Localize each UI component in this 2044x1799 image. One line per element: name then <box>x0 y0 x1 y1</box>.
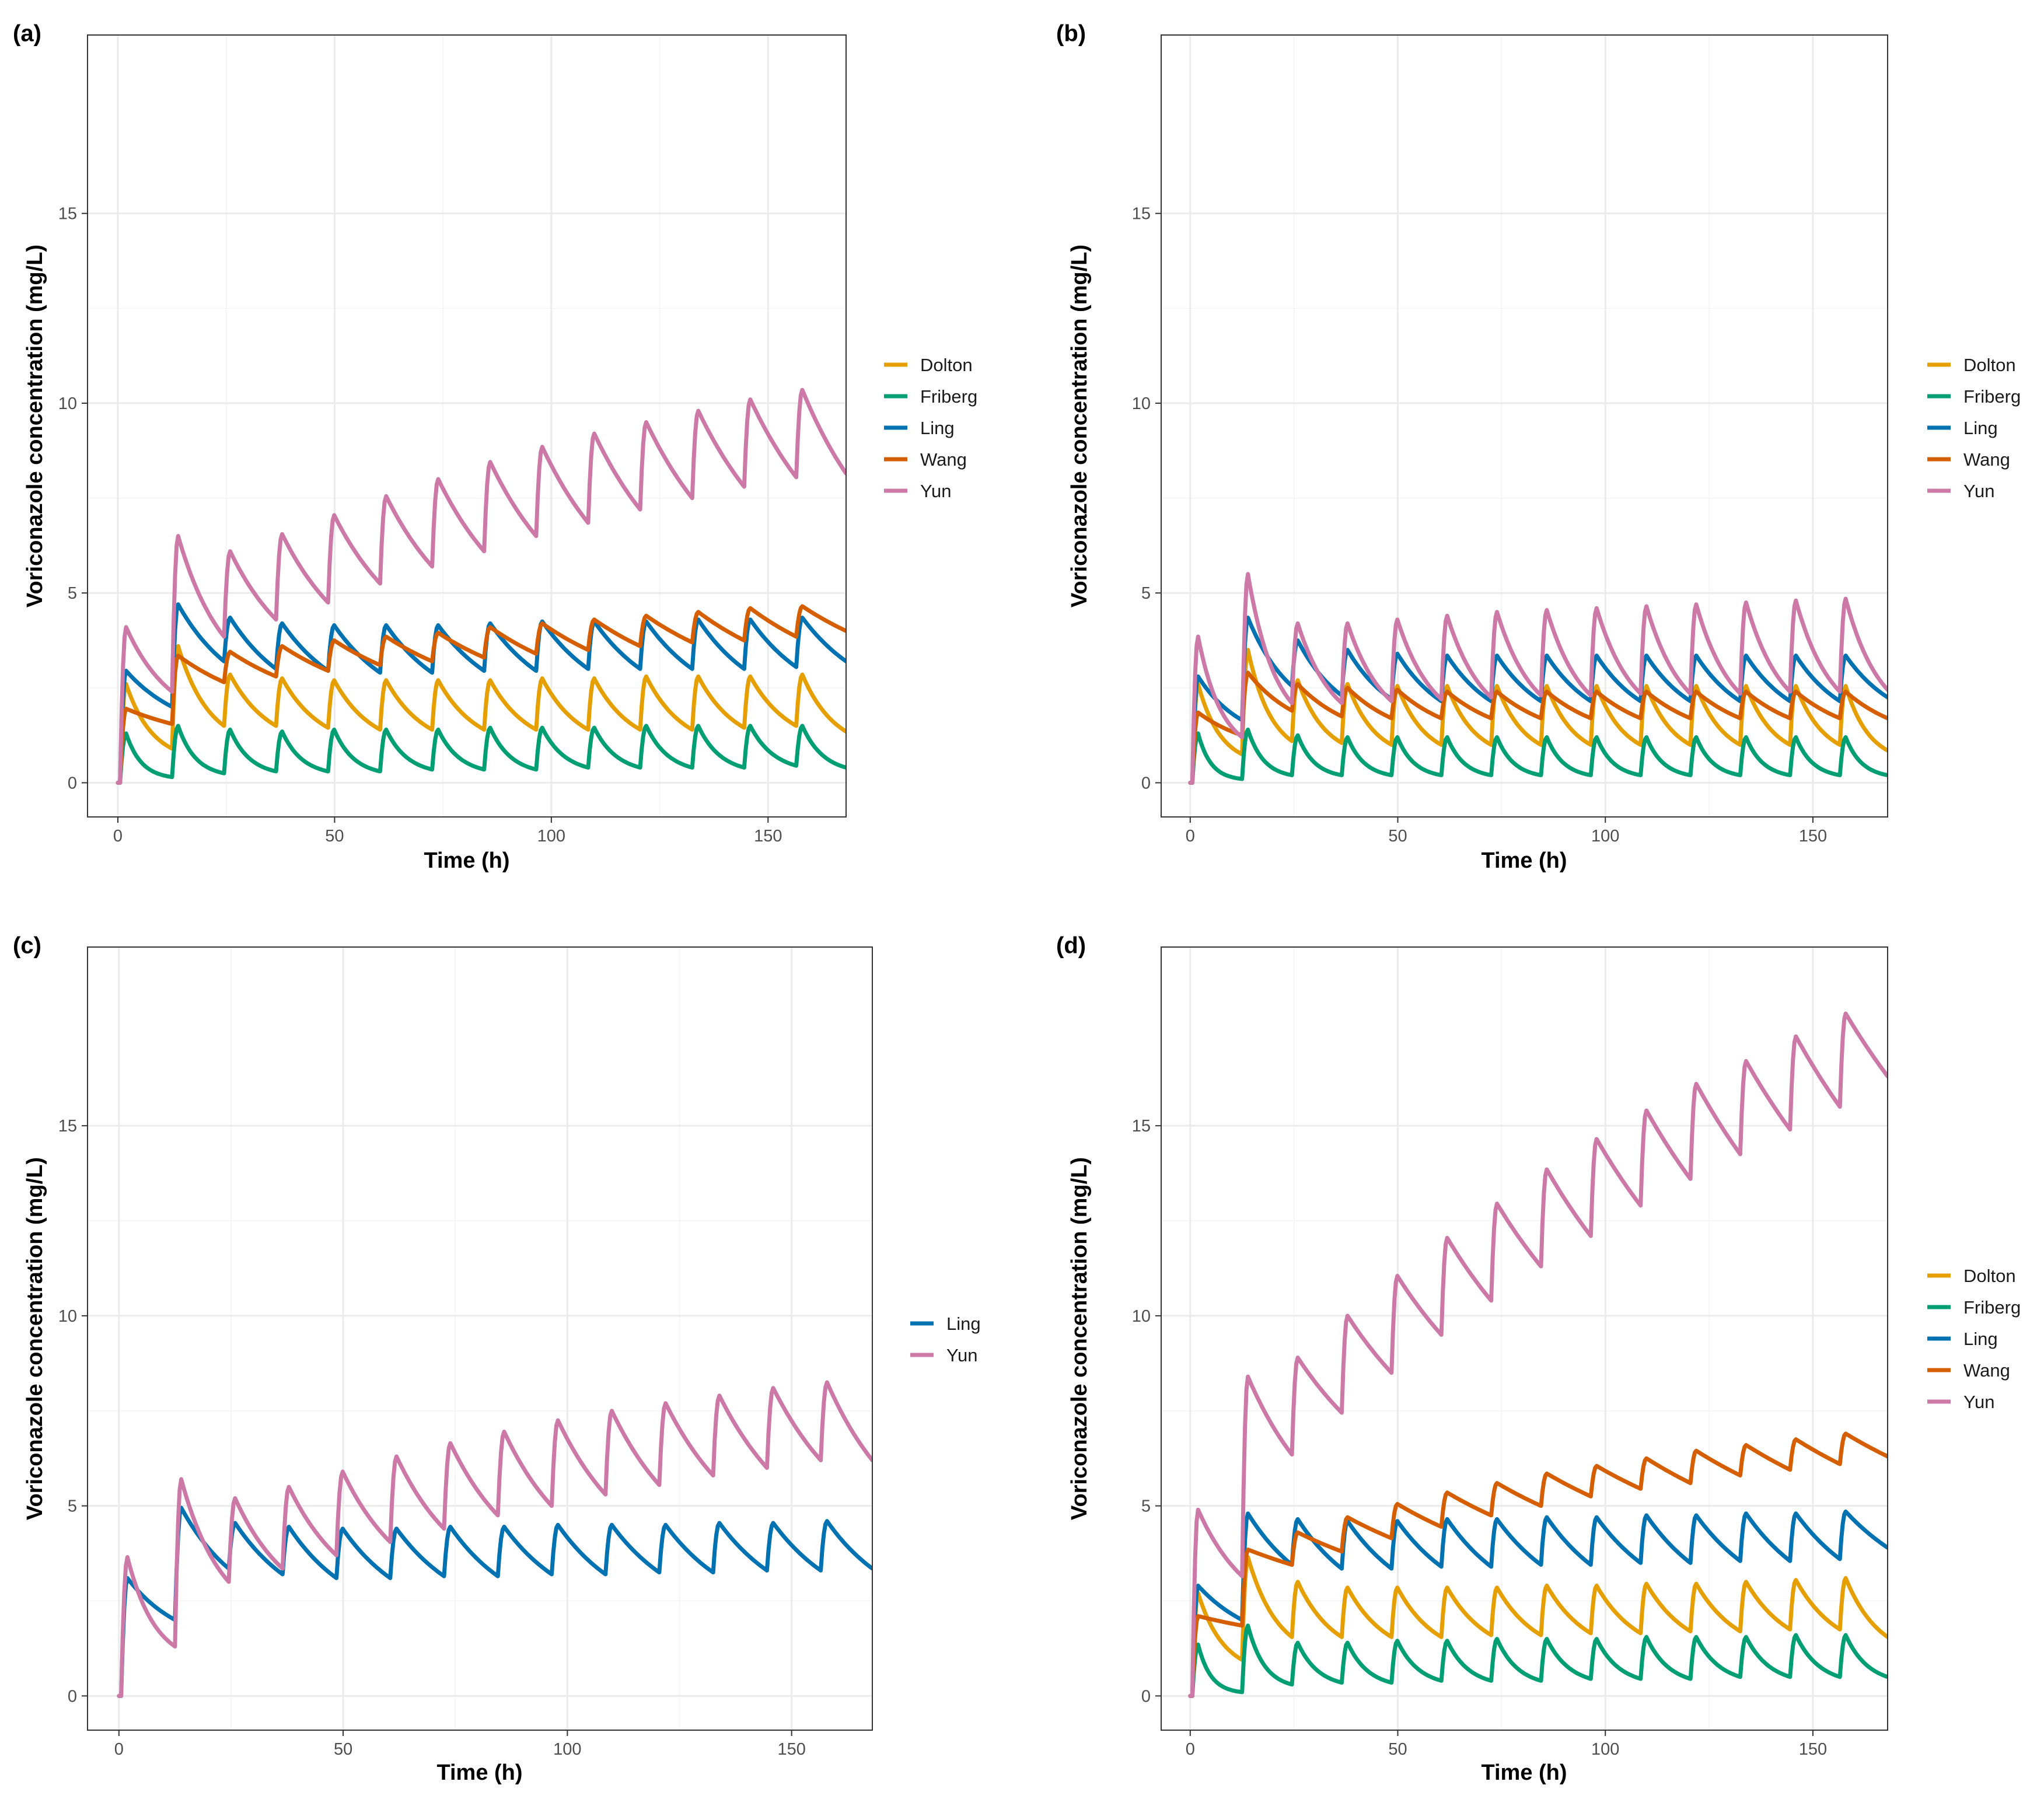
series-line-friberg <box>116 724 846 785</box>
legend-label-dolton: Dolton <box>920 355 973 375</box>
panel-tag: (b) <box>1056 21 1086 47</box>
series-group <box>1188 572 1888 785</box>
y-tick-label: 5 <box>68 584 77 603</box>
legend: Dolton Friberg Ling Wang Yun <box>884 355 977 501</box>
series-line-ling <box>1188 616 1888 785</box>
y-tick-label: 0 <box>1141 1687 1151 1706</box>
series-line-ling <box>1188 1509 1888 1698</box>
legend: Dolton Friberg Ling Wang Yun <box>1927 1266 2021 1412</box>
y-tick-label: 5 <box>68 1497 77 1516</box>
series-line-friberg <box>1188 727 1888 785</box>
y-axis-title: Voriconazole concentration (mg/L) <box>23 1157 47 1520</box>
panel-d: 0 50 100 150 0 5 10 15 (d) Time (h) Voriconazole c… <box>1056 933 2021 1785</box>
legend-label-ling: Ling <box>1963 418 1998 438</box>
series-line-yun <box>117 1380 872 1698</box>
legend: Dolton Friberg Ling Wang Yun <box>1927 355 2021 501</box>
plot-border <box>87 34 847 818</box>
legend-label-yun: Yun <box>946 1345 977 1365</box>
y-tick-label: 0 <box>1141 774 1151 792</box>
panel-c: 0 50 100 150 0 5 10 15 (c) Time (h) Voriconazole c… <box>13 933 981 1785</box>
plot-background <box>1161 35 1888 817</box>
legend-label-dolton: Dolton <box>1963 355 2016 375</box>
y-tick-label: 10 <box>1132 394 1151 413</box>
x-tick-label: 0 <box>1186 1740 1195 1759</box>
y-axis-title: Voriconazole concentration (mg/L) <box>1067 244 1092 607</box>
y-tick-label: 0 <box>68 1687 77 1706</box>
y-tick-label: 10 <box>1132 1307 1151 1326</box>
y-tick-label: 15 <box>1132 1117 1151 1136</box>
legend-label-ling: Ling <box>1963 1329 1998 1349</box>
series-line-yun <box>1188 572 1888 785</box>
series-line-friberg <box>1188 1623 1888 1698</box>
y-tick-label: 10 <box>58 394 77 413</box>
x-tick-label: 50 <box>325 827 344 846</box>
x-tick-label: 50 <box>1388 1740 1407 1759</box>
x-tick-label: 0 <box>1186 827 1195 846</box>
y-axis-title: Voriconazole concentration (mg/L) <box>1067 1157 1092 1520</box>
y-axis-title: Voriconazole concentration (mg/L) <box>23 244 47 607</box>
series-line-wang <box>116 604 846 785</box>
series-group <box>117 1380 872 1698</box>
x-axis-title: Time (h) <box>436 1760 522 1785</box>
x-tick-label: 100 <box>537 827 565 846</box>
series-line-wang <box>1188 670 1888 785</box>
plot-border <box>87 946 873 1731</box>
x-tick-label: 150 <box>1799 827 1827 846</box>
series-line-ling <box>116 602 846 785</box>
panel-b: 0 50 100 150 0 5 10 15 (b) Time (h) Voriconazole c… <box>1056 21 2021 873</box>
y-tick-label: 15 <box>58 1117 77 1136</box>
plot-border <box>1161 34 1888 818</box>
legend-label-friberg: Friberg <box>1963 386 2021 407</box>
x-tick-label: 150 <box>1799 1740 1827 1759</box>
x-axis-title: Time (h) <box>1481 1760 1567 1785</box>
series-line-dolton <box>1188 1555 1888 1698</box>
legend-label-ling: Ling <box>946 1314 981 1334</box>
series-line-dolton <box>116 644 846 785</box>
x-tick-label: 0 <box>113 827 123 846</box>
panel-tag: (a) <box>13 21 41 47</box>
plot-border <box>1161 946 1888 1731</box>
y-tick-label: 5 <box>1141 1497 1151 1516</box>
legend-label-yun: Yun <box>920 481 951 501</box>
x-axis-title: Time (h) <box>1481 848 1567 873</box>
y-tick-label: 10 <box>58 1307 77 1326</box>
series-line-dolton <box>1188 648 1888 785</box>
legend-label-ling: Ling <box>920 418 955 438</box>
panel-tag: (c) <box>13 933 41 959</box>
x-tick-label: 50 <box>1388 827 1407 846</box>
x-tick-label: 100 <box>1591 827 1619 846</box>
legend-label-dolton: Dolton <box>1963 1266 2016 1286</box>
plot-background <box>88 947 872 1730</box>
y-tick-label: 0 <box>68 774 77 792</box>
x-tick-label: 150 <box>754 827 782 846</box>
panel-a: 0 50 100 150 0 5 10 15 (a) Time (h) Voriconazole c… <box>13 21 977 873</box>
x-tick-label: 150 <box>777 1740 805 1759</box>
series-group <box>1188 1011 1888 1698</box>
y-tick-label: 15 <box>1132 205 1151 223</box>
plot-background <box>1161 947 1888 1730</box>
legend: Ling Yun <box>910 1314 981 1365</box>
x-tick-label: 50 <box>334 1740 352 1759</box>
legend-label-wang: Wang <box>1963 1360 2010 1381</box>
legend-label-wang: Wang <box>1963 449 2010 470</box>
legend-label-friberg: Friberg <box>1963 1297 2021 1318</box>
y-tick-label: 15 <box>58 205 77 223</box>
legend-label-yun: Yun <box>1963 481 1994 501</box>
legend-label-friberg: Friberg <box>920 386 977 407</box>
plot-background <box>88 35 846 817</box>
x-tick-label: 0 <box>114 1740 124 1759</box>
series-group <box>116 387 846 785</box>
panel-tag: (d) <box>1056 933 1086 959</box>
series-line-yun <box>116 387 846 785</box>
series-line-ling <box>117 1505 872 1698</box>
legend-label-wang: Wang <box>920 449 967 470</box>
x-tick-label: 100 <box>1591 1740 1619 1759</box>
y-tick-label: 5 <box>1141 584 1151 603</box>
series-line-yun <box>1188 1011 1888 1698</box>
x-tick-label: 100 <box>553 1740 581 1759</box>
legend-label-yun: Yun <box>1963 1392 1994 1412</box>
series-line-wang <box>1188 1431 1888 1698</box>
x-axis-title: Time (h) <box>424 848 509 873</box>
